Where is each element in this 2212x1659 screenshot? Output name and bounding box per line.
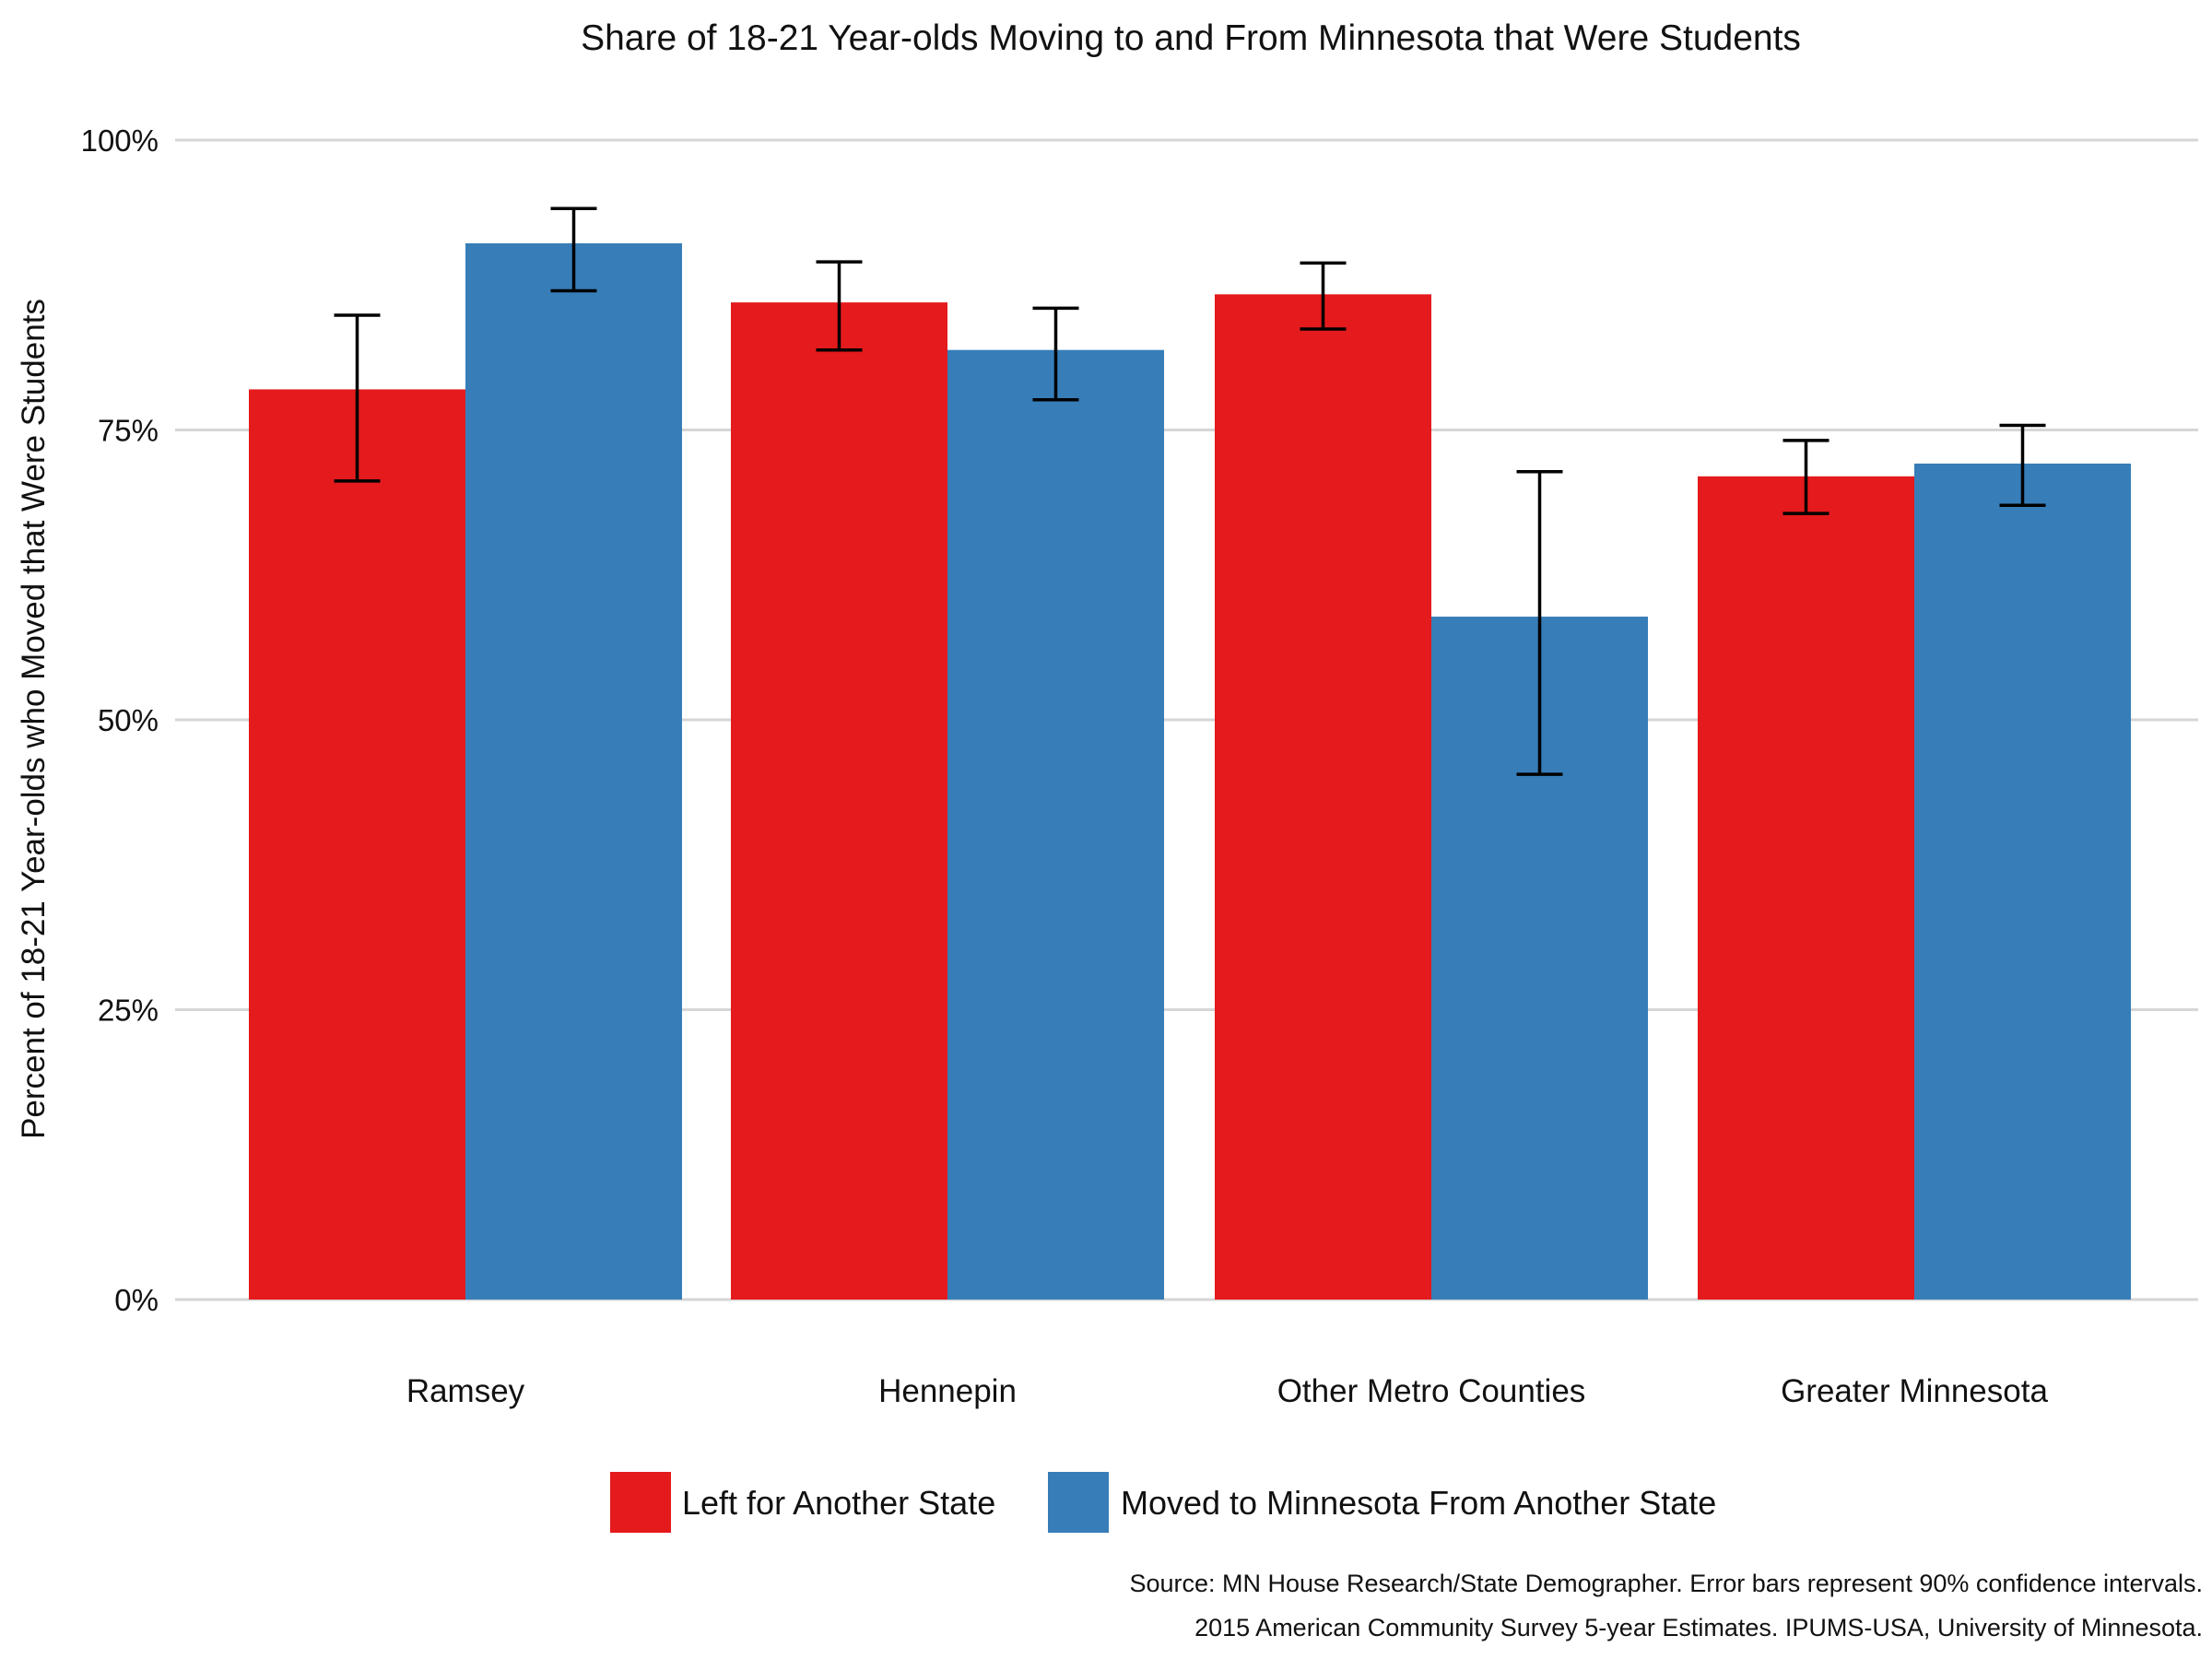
x-category-label: Ramsey [406,1373,525,1409]
y-tick-label: 25% [98,994,159,1028]
bar [465,242,682,1300]
caption-line-2: 2015 American Community Survey 5-year Es… [1194,1614,2203,1641]
legend: Left for Another State Moved to Minnesota… [610,1472,1716,1533]
legend-item: Moved to Minnesota From Another State [1048,1472,1716,1533]
x-axis-categories: Ramsey Hennepin Other Metro Counties Greate… [406,1373,2049,1409]
bar [947,349,1164,1300]
error-bar [550,206,597,293]
y-tick-label: 0% [114,1283,159,1317]
x-category-label: Hennepin [878,1373,1017,1409]
legend-swatch [1048,1472,1109,1533]
bar [1215,294,1431,1300]
error-bar [1032,306,1079,402]
legend-label: Left for Another State [682,1484,995,1522]
bar [1698,476,1914,1300]
error-bars [334,206,2046,776]
chart-title: Share of 18-21 Year-olds Moving to and F… [581,18,1801,58]
y-tick-label: 100% [81,124,159,158]
error-bar [816,260,863,352]
error-bar [1300,261,1347,331]
bar [249,389,465,1300]
legend-label: Moved to Minnesota From Another State [1121,1484,1716,1522]
error-bar [1516,470,1563,776]
caption-line-1: Source: MN House Research/State Demograp… [1129,1570,2203,1597]
legend-item: Left for Another State [610,1472,995,1533]
y-tick-label: 75% [98,414,159,448]
bars [249,242,2131,1300]
bar [731,302,947,1300]
y-axis-ticks: 0% 25% 50% 75% 100% [81,124,159,1317]
error-bar [1999,423,2046,508]
error-bar [1783,439,1830,515]
x-category-label: Greater Minnesota [1781,1373,2048,1409]
bar [1914,463,2131,1300]
error-bar [334,313,381,483]
y-tick-label: 50% [98,703,159,737]
legend-swatch [610,1472,671,1533]
x-category-label: Other Metro Counties [1277,1373,1586,1409]
y-axis-title: Percent of 18-21 Year-olds who Moved tha… [16,299,52,1139]
